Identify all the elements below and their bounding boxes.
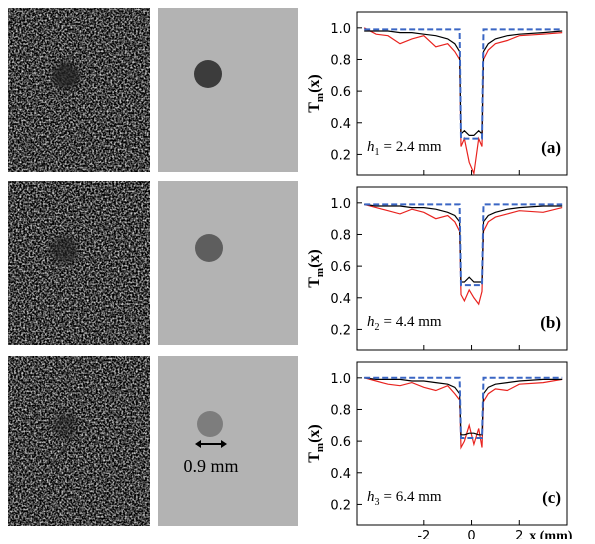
y-tick-label: 0.8	[330, 403, 351, 418]
y-tick-label: 1.0	[330, 22, 351, 37]
y-tick-label: 0.6	[330, 85, 351, 100]
panel-label: (c)	[542, 488, 561, 507]
data-line	[364, 29, 562, 138]
y-label-main: T	[306, 277, 323, 288]
x-tick-label: -2	[417, 529, 430, 539]
y-tick-label: 0.6	[330, 435, 351, 450]
annotation-var: h	[367, 489, 375, 505]
y-label-rest: (x)	[306, 424, 323, 443]
annotation: h1 = 2.4 mm	[367, 139, 442, 158]
y-axis-label: Tm(x)	[306, 424, 326, 463]
annotation-sub: 3	[375, 497, 380, 508]
annotation: h3 = 6.4 mm	[367, 489, 442, 508]
annotation-rest: = 2.4 mm	[384, 139, 442, 155]
x-tick-label: 2	[515, 529, 523, 539]
y-axis-label: Tm(x)	[306, 249, 326, 288]
annotation-rest: = 6.4 mm	[384, 489, 442, 505]
annotation-sub: 1	[375, 147, 380, 158]
y-tick-label: 0.4	[330, 467, 351, 482]
data-line	[364, 378, 562, 435]
y-tick-label: 0.2	[330, 148, 351, 163]
noisy-images	[8, 8, 150, 526]
annotation-var: h	[367, 139, 375, 155]
data-line	[364, 204, 562, 304]
y-tick-label: 0.6	[330, 260, 351, 275]
data-line	[364, 204, 562, 282]
panel-label: (a)	[541, 138, 561, 157]
y-tick-label: 0.8	[330, 53, 351, 68]
y-label-sub: m	[314, 93, 326, 102]
annotation-rest: = 4.4 mm	[384, 314, 442, 330]
data-line	[364, 378, 562, 438]
reconstructed-images: 0.9 mm	[158, 8, 298, 526]
x-tick-label: 0	[467, 529, 475, 539]
y-tick-label: 0.8	[330, 228, 351, 243]
scale-bar-label: 0.9 mm	[183, 456, 238, 476]
y-label-sub: m	[314, 443, 326, 452]
annotation: h2 = 4.4 mm	[367, 314, 442, 333]
y-label-rest: (x)	[306, 74, 323, 93]
y-tick-label: 1.0	[330, 197, 351, 212]
annotation-var: h	[367, 314, 375, 330]
x-axis-label: x (mm)	[529, 529, 572, 539]
panel-label: (b)	[540, 313, 561, 332]
annotation-sub: 2	[375, 322, 380, 333]
y-tick-label: 0.4	[330, 117, 351, 132]
figure: 0.9 mm 0.20.40.60.81.0Tm(x)h1= 2.4 mm(a)…	[0, 0, 595, 539]
y-label-main: T	[306, 452, 323, 463]
data-line	[364, 204, 562, 285]
y-tick-label: 0.2	[330, 323, 351, 338]
y-label-sub: m	[314, 268, 326, 277]
y-tick-label: 0.2	[330, 498, 351, 513]
y-label-main: T	[306, 102, 323, 113]
y-tick-label: 1.0	[330, 372, 351, 387]
y-axis-label: Tm(x)	[306, 74, 326, 113]
y-label-rest: (x)	[306, 249, 323, 268]
data-line	[364, 31, 562, 135]
y-tick-label: 0.4	[330, 292, 351, 307]
